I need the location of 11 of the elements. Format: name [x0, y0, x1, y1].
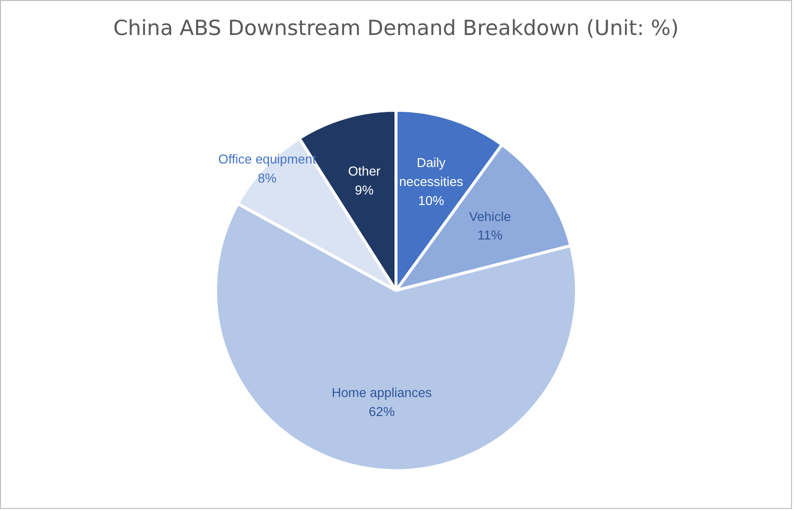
slice-label: Daily necessities [399, 155, 464, 190]
data-label: 8% [258, 170, 277, 186]
slice-label: Other [348, 164, 382, 179]
slice-label: Home appliances [332, 385, 432, 400]
data-label: 9% [354, 182, 374, 198]
data-label: 62% [368, 404, 396, 420]
chart-title: China ABS Downstream Demand Breakdown (Unit: %) [113, 16, 679, 40]
data-label: 11% [478, 228, 503, 243]
data-label: 10% [418, 192, 445, 208]
slice-label: Vehicle [469, 208, 511, 224]
slice-label: Office equipment [218, 152, 316, 167]
